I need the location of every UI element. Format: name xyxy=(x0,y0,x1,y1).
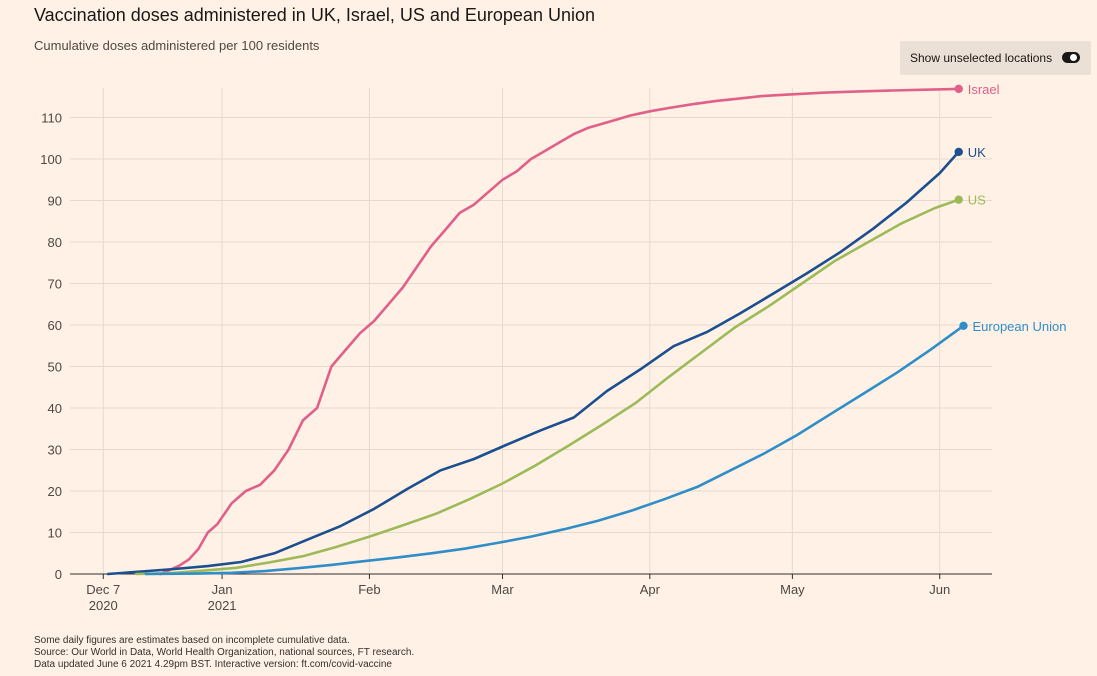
footnote-updated: Data updated June 6 2021 4.29pm BST. Int… xyxy=(34,659,392,670)
series-label-israel: Israel xyxy=(968,82,1000,97)
show-unselected-locations-toggle[interactable]: Show unselected locations xyxy=(900,41,1091,75)
y-tick-label: 90 xyxy=(48,194,62,209)
y-tick-label: 100 xyxy=(40,152,62,167)
x-tick-sublabel: 2020 xyxy=(89,598,118,613)
chart-subtitle: Cumulative doses administered per 100 re… xyxy=(34,38,320,53)
series-end-point-us xyxy=(954,195,963,204)
y-tick-label: 40 xyxy=(48,401,62,416)
series-line-european-union xyxy=(144,324,965,576)
series-label-european-union: European Union xyxy=(972,319,1066,334)
x-tick-label: May xyxy=(780,582,805,597)
chart-title: Vaccination doses administered in UK, Is… xyxy=(34,5,595,25)
y-tick-label: 20 xyxy=(48,484,62,499)
series-end-point-israel xyxy=(954,84,963,94)
y-tick-label: 60 xyxy=(48,318,62,333)
x-tick-sublabel: 2021 xyxy=(208,598,237,613)
series-end-point-uk xyxy=(954,147,963,157)
x-tick-label: Dec 7 xyxy=(86,582,120,597)
toggle-knob xyxy=(1070,54,1077,61)
toggle-label: Show unselected locations xyxy=(910,51,1053,65)
x-tick-label: Jun xyxy=(929,582,950,597)
x-tick-label: Jan xyxy=(212,582,233,597)
series-label-us: US xyxy=(968,193,986,208)
footnote-estimates: Some daily figures are estimates based o… xyxy=(34,635,350,646)
y-tick-label: 10 xyxy=(48,526,62,541)
x-tick-label: Feb xyxy=(358,582,380,597)
series-line-israel xyxy=(159,87,960,576)
x-tick-label: Mar xyxy=(491,582,514,597)
y-tick-label: 70 xyxy=(48,277,62,292)
y-tick-label: 110 xyxy=(41,111,62,126)
y-tick-label: 0 xyxy=(55,567,62,582)
y-tick-label: 50 xyxy=(48,360,62,375)
x-tick-label: Apr xyxy=(640,582,661,597)
series-line-uk xyxy=(106,150,960,576)
series-line-us xyxy=(135,198,960,576)
series-label-uk: UK xyxy=(968,145,986,160)
y-tick-label: 30 xyxy=(48,443,62,458)
toggle-switch-icon[interactable] xyxy=(1062,52,1080,63)
series-end-point-european-union xyxy=(959,321,968,331)
y-tick-label: 80 xyxy=(48,235,62,250)
footnote-source: Source: Our World in Data, World Health … xyxy=(34,647,415,658)
footnotes: Some daily figures are estimates based o… xyxy=(34,635,414,671)
